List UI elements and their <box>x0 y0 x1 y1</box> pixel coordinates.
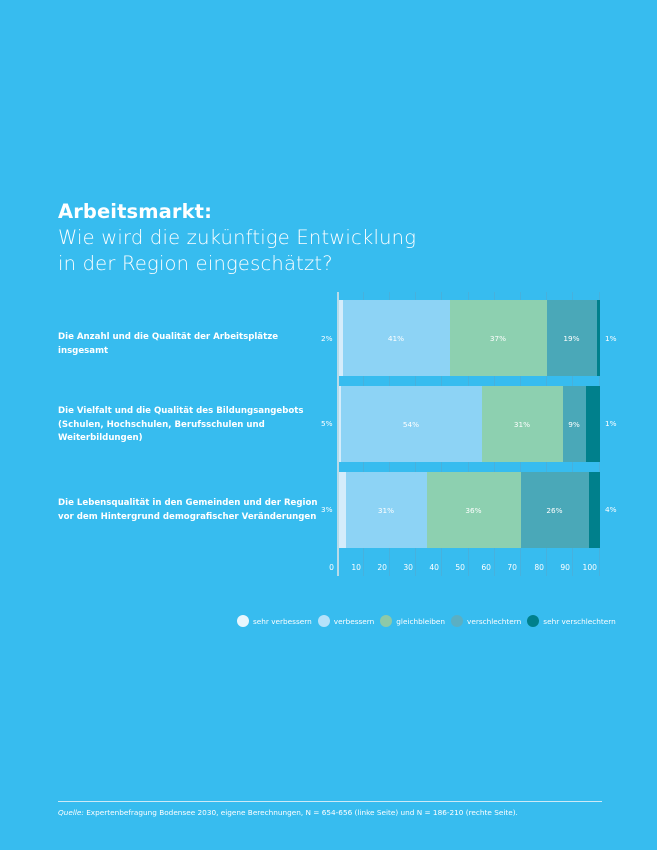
question-2-line-2: (Schulen, Hochschulen, Berufsschulen und <box>58 419 265 430</box>
title-bold: Arbeitsmarkt: <box>58 200 212 223</box>
bar-1-verbessern: 41% <box>342 300 450 376</box>
bar-3-right-label: 4% <box>605 505 617 514</box>
question-2-line-1: Die Vielfalt und die Qualität des Bildun… <box>58 406 304 416</box>
question-label-1: Die Anzahl und die Qualität der Arbeitsp… <box>58 331 328 358</box>
legend-label: verschlechtern <box>467 616 522 626</box>
x-tick-80: 80 <box>534 563 544 572</box>
legend-item-sehr-verbessern: sehr verbessern <box>237 615 312 627</box>
bar-2-right-label: 1% <box>605 419 617 428</box>
page-title: Arbeitsmarkt: Wie wird die zukünftige En… <box>58 199 416 277</box>
x-tick-100: 100 <box>582 563 598 572</box>
legend-swatch-icon <box>380 615 393 627</box>
x-tick-90: 90 <box>560 563 570 572</box>
x-tick-70: 70 <box>507 563 517 572</box>
bar-1-gleichbleiben: 37% <box>449 300 547 376</box>
legend-label: sehr verschlechtern <box>543 616 616 626</box>
bar-3-left-label: 3% <box>321 505 333 514</box>
question-label-2: Die Vielfalt und die Qualität des Bildun… <box>58 405 328 446</box>
question-2-line-3: Weiterbildungen) <box>58 433 143 443</box>
bar-2-sehr-verschlechtern <box>585 386 600 462</box>
title-line-2: Wie wird die zukünftige Entwicklung <box>58 226 417 249</box>
legend-item-verbessern: verbessern <box>317 615 375 627</box>
bar-3: 31% 36% 26% <box>337 472 600 548</box>
question-label-3: Die Lebensqualität in den Gemeinden und … <box>58 497 328 524</box>
legend-item-verschlechtern: verschlechtern <box>451 615 521 627</box>
bar-2-left-label: 5% <box>321 419 333 428</box>
question-1-line-2: insgesamt <box>58 345 109 356</box>
bar-3-sehr-verbessern <box>337 472 346 548</box>
question-3-line-2: vor dem Hintergrund demografischer Verän… <box>58 511 317 522</box>
source-note: Quelle: Expertenbefragung Bodensee 2030,… <box>58 808 518 817</box>
legend-label: verbessern <box>333 616 375 626</box>
x-tick-20: 20 <box>377 563 387 572</box>
x-tick-0: 0 <box>329 563 334 572</box>
title-line-3: in der Region eingeschätzt? <box>58 252 333 275</box>
x-tick-30: 30 <box>403 563 413 572</box>
bar-1-right-label: 1% <box>605 334 617 343</box>
legend-item-sehr-verschlechtern: sehr verschlechtern <box>527 615 616 627</box>
bar-3-verbessern: 31% <box>345 472 427 548</box>
bar-2-verbessern: 54% <box>340 386 482 462</box>
question-3-line-1: Die Lebensqualität in den Gemeinden und … <box>58 498 318 508</box>
question-1-line-1: Die Anzahl und die Qualität der Arbeitsp… <box>58 332 279 342</box>
legend-swatch-icon <box>451 615 464 627</box>
source-label: Quelle: <box>58 808 84 817</box>
bar-2-gleichbleiben: 31% <box>481 386 563 462</box>
legend-swatch-icon <box>237 615 249 627</box>
legend-label: sehr verbessern <box>253 616 312 626</box>
bar-1-sehr-verbessern <box>337 300 343 376</box>
chart-legend: sehr verbessern verbessern gleichbleiben… <box>237 615 622 627</box>
x-tick-50: 50 <box>455 563 465 572</box>
bar-3-gleichbleiben: 36% <box>426 472 521 548</box>
x-axis-zero-line <box>337 292 339 576</box>
x-tick-60: 60 <box>481 563 491 572</box>
bar-1: 41% 37% 19% <box>337 300 600 376</box>
gridline-100 <box>599 292 600 576</box>
bar-2-sehr-verbessern <box>337 386 341 462</box>
bar-1-sehr-verschlechtern <box>596 300 600 376</box>
x-tick-40: 40 <box>429 563 439 572</box>
legend-item-gleichbleiben: gleichbleiben <box>380 615 445 627</box>
bar-2-verschlechtern: 9% <box>562 386 586 462</box>
bar-1-verschlechtern: 19% <box>546 300 597 376</box>
footer-divider <box>58 801 602 802</box>
legend-label: gleichbleiben <box>396 616 446 626</box>
x-tick-10: 10 <box>351 563 361 572</box>
bar-3-sehr-verschlechtern <box>588 472 600 548</box>
legend-swatch-icon <box>527 615 540 627</box>
bar-2: 54% 31% 9% <box>337 386 600 462</box>
source-text: Expertenbefragung Bodensee 2030, eigene … <box>83 808 518 817</box>
bar-1-left-label: 2% <box>321 334 333 343</box>
bar-3-verschlechtern: 26% <box>520 472 589 548</box>
legend-swatch-icon <box>317 615 330 627</box>
